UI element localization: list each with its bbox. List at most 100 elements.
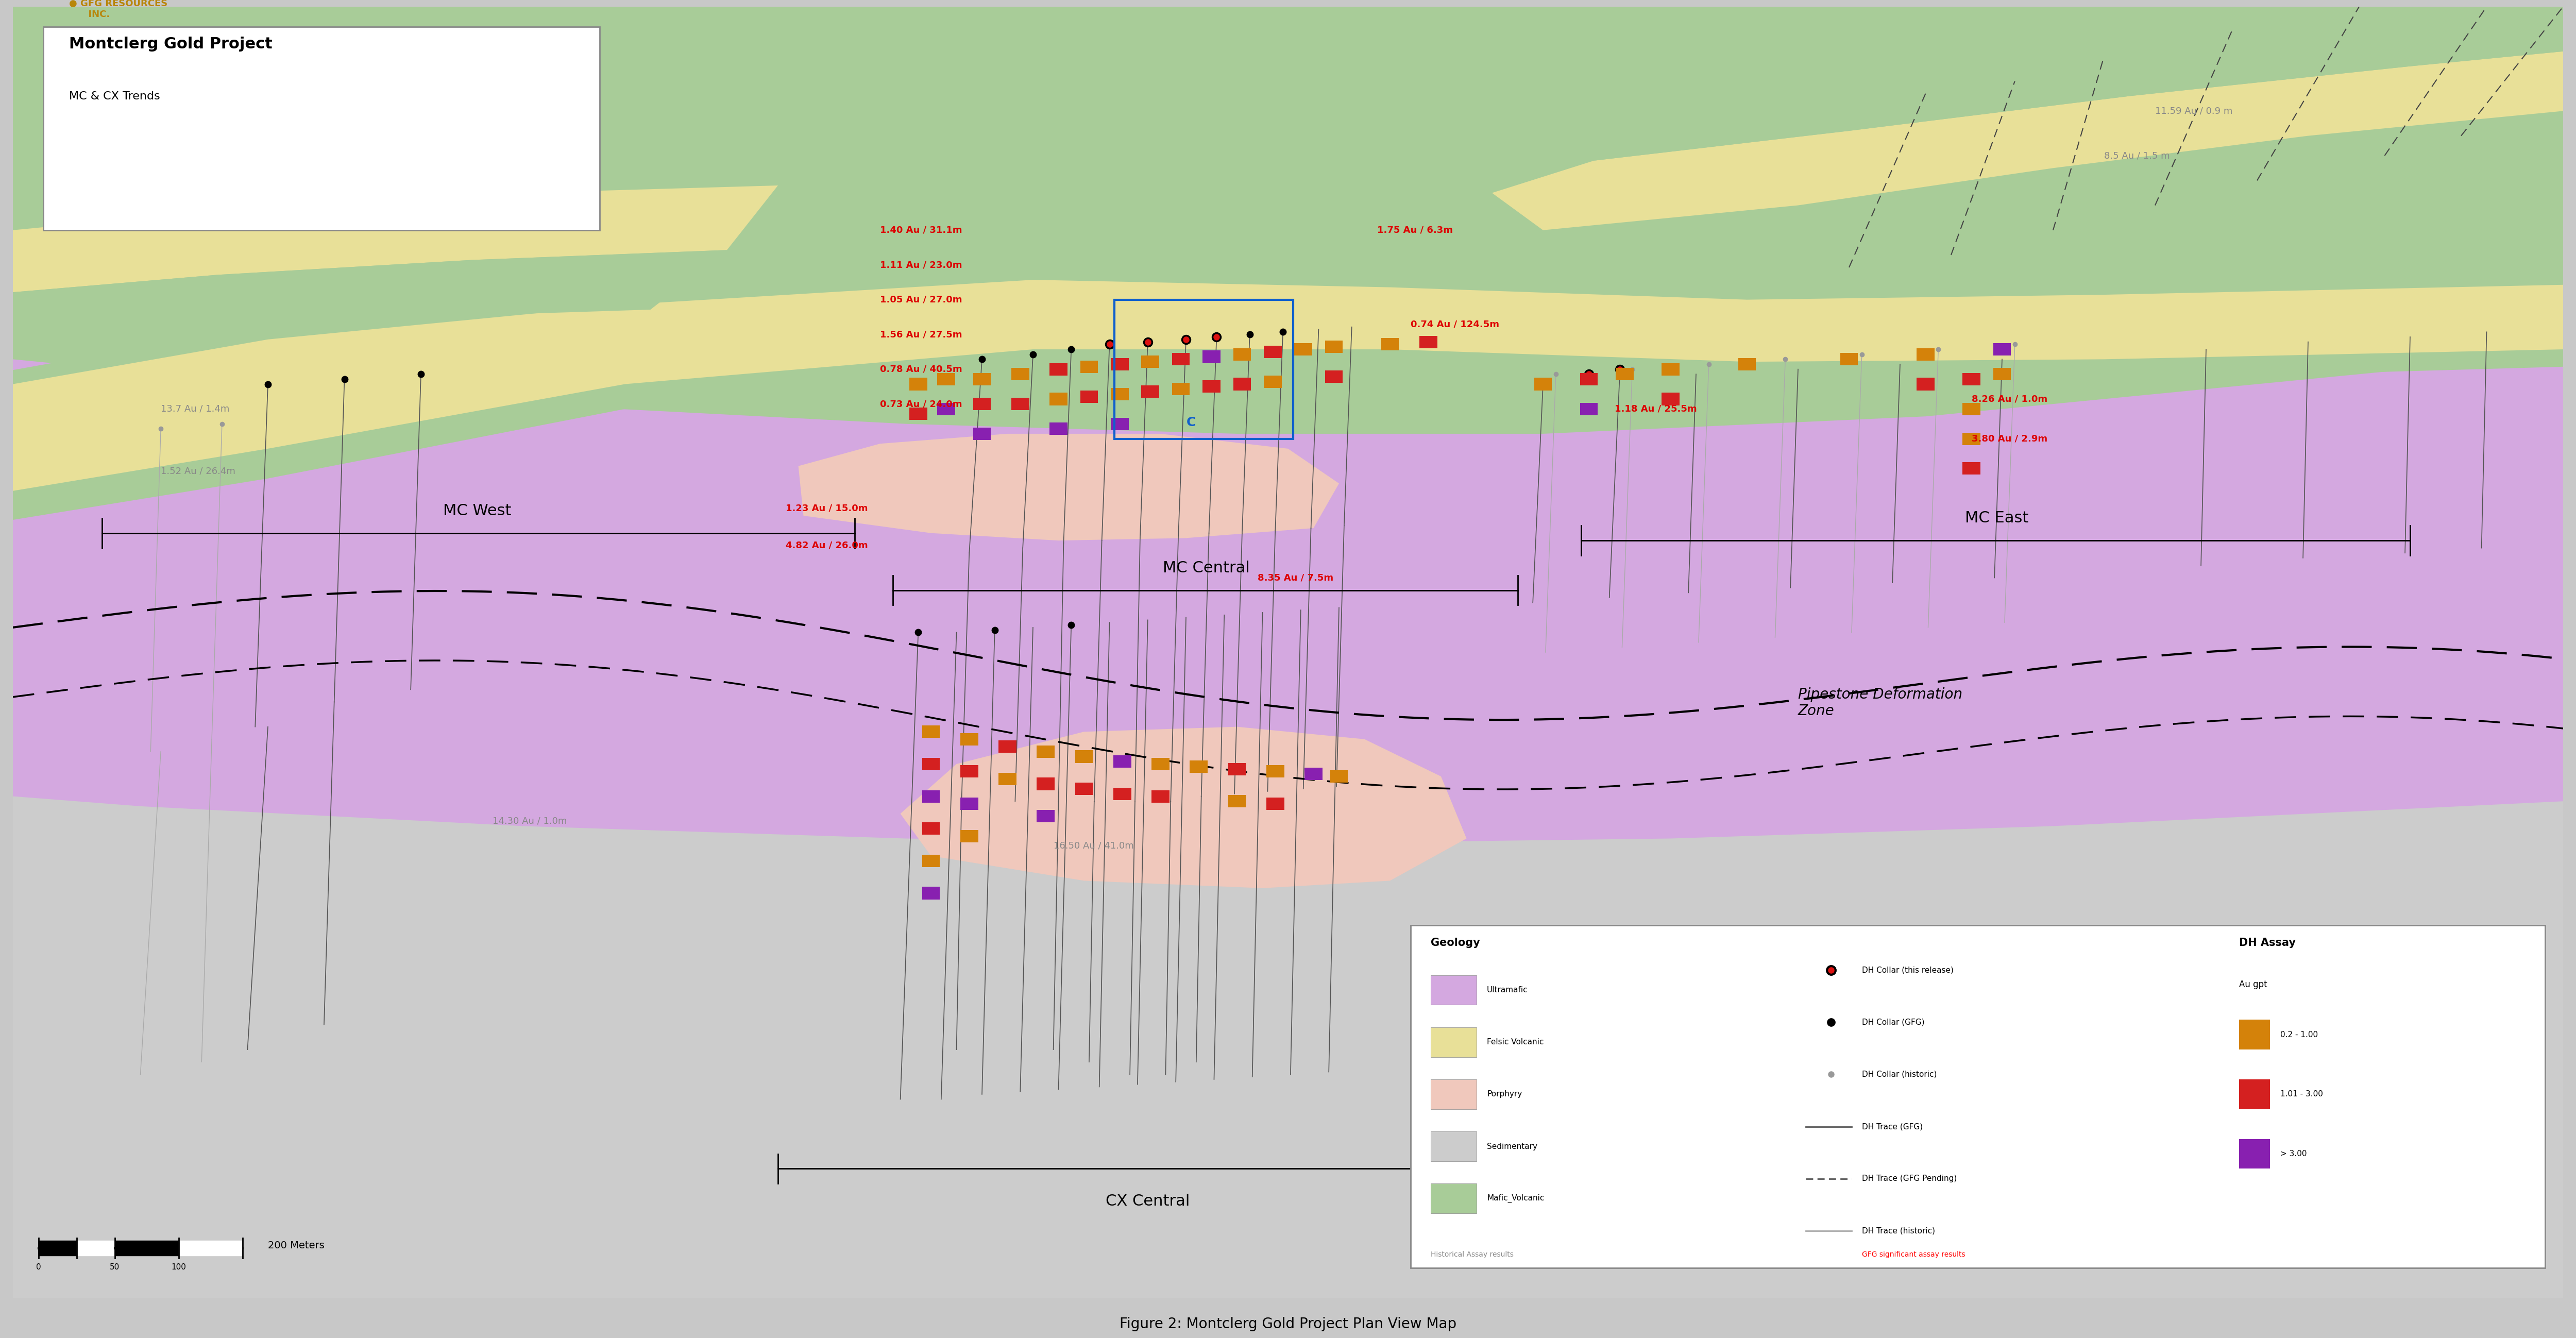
Bar	[1267, 797, 1285, 809]
Text: MC East: MC East	[1965, 511, 2030, 526]
Bar	[1203, 380, 1221, 393]
Text: Pipestone Deformation
Zone: Pipestone Deformation Zone	[1798, 686, 1963, 719]
Text: ● GFG RESOURCES
      INC.: ● GFG RESOURCES INC.	[70, 0, 167, 19]
Bar	[1234, 348, 1252, 360]
Polygon shape	[1595, 12, 2563, 161]
Text: 1.01 - 3.00: 1.01 - 3.00	[2280, 1090, 2324, 1098]
Text: MC & CX Trends: MC & CX Trends	[70, 91, 160, 102]
Bar	[1151, 757, 1170, 771]
Text: 1.40 Au / 31.1m: 1.40 Au / 31.1m	[881, 226, 963, 234]
Bar	[1381, 339, 1399, 351]
Bar	[1141, 385, 1159, 397]
Bar	[938, 403, 956, 415]
Bar	[1430, 1028, 1476, 1057]
Text: DH Trace (GFG): DH Trace (GFG)	[1862, 1123, 1922, 1131]
Bar	[1293, 343, 1311, 356]
Bar	[1151, 789, 1170, 803]
Polygon shape	[799, 434, 1340, 541]
Bar	[1412, 926, 2545, 1268]
Bar	[1963, 403, 1981, 415]
Bar	[1579, 373, 1597, 385]
Bar	[1036, 745, 1054, 757]
Bar	[1036, 777, 1054, 789]
Text: Porphyry: Porphyry	[1486, 1090, 1522, 1098]
Bar	[1430, 1080, 1476, 1109]
Text: 8.5 Au / 1.5 m: 8.5 Au / 1.5 m	[2105, 151, 2169, 161]
Bar	[1079, 391, 1097, 403]
Text: 8.26 Au / 1.0m: 8.26 Au / 1.0m	[1971, 395, 2048, 404]
Bar	[1917, 348, 1935, 360]
Text: 16.50 Au / 41.0m: 16.50 Au / 41.0m	[1054, 842, 1133, 851]
Text: Montclerg Gold Project: Montclerg Gold Project	[70, 36, 273, 51]
Text: 0.2 - 1.00: 0.2 - 1.00	[2280, 1030, 2318, 1038]
Bar	[1110, 359, 1128, 371]
Bar	[922, 855, 940, 867]
Bar	[1265, 345, 1283, 359]
Bar	[961, 733, 979, 745]
Text: CX Central: CX Central	[1105, 1193, 1190, 1208]
Text: 4.82 Au / 26.0m: 4.82 Au / 26.0m	[786, 541, 868, 550]
Bar	[1115, 300, 1293, 439]
Text: DH Collar (historic): DH Collar (historic)	[1862, 1070, 1937, 1078]
Bar	[1839, 353, 1857, 365]
Text: DH Collar (GFG): DH Collar (GFG)	[1862, 1018, 1924, 1026]
Bar	[44, 27, 600, 230]
Polygon shape	[1492, 51, 2563, 230]
Polygon shape	[13, 7, 778, 230]
Bar	[1994, 343, 2012, 356]
Bar	[961, 765, 979, 777]
Text: 1.75 Au / 6.3m: 1.75 Au / 6.3m	[1378, 226, 1453, 234]
Bar	[909, 408, 927, 420]
Bar	[999, 740, 1018, 753]
Bar	[1430, 1132, 1476, 1161]
Bar	[1203, 351, 1221, 363]
Bar	[1267, 765, 1285, 777]
Text: Felsic Volcanic: Felsic Volcanic	[1486, 1038, 1543, 1046]
Bar	[1535, 377, 1551, 391]
Bar	[1113, 756, 1131, 768]
Text: Historical Assay results: Historical Assay results	[1430, 1251, 1515, 1258]
Bar	[961, 797, 979, 809]
Text: Au gpt: Au gpt	[2239, 979, 2267, 989]
Polygon shape	[13, 7, 829, 677]
Text: > 3.00: > 3.00	[2280, 1149, 2306, 1157]
Text: MC West: MC West	[443, 503, 510, 518]
Bar	[1048, 363, 1066, 376]
Bar	[1229, 763, 1247, 775]
Bar	[2239, 1080, 2269, 1109]
Bar	[1074, 751, 1092, 763]
Bar	[1579, 403, 1597, 415]
Text: 11.59 Au / 0.9 m: 11.59 Au / 0.9 m	[2156, 106, 2233, 115]
Bar	[974, 397, 992, 411]
Text: DH Assay: DH Assay	[2239, 938, 2295, 949]
Text: Figure 2: Montclerg Gold Project Plan View Map: Figure 2: Montclerg Gold Project Plan Vi…	[1121, 1317, 1455, 1331]
Text: Sedimentary: Sedimentary	[1486, 1143, 1538, 1151]
Text: 1.11 Au / 23.0m: 1.11 Au / 23.0m	[881, 261, 963, 269]
Bar	[922, 757, 940, 771]
Text: 1.05 Au / 27.0m: 1.05 Au / 27.0m	[881, 296, 963, 304]
Text: 0.74 Au / 124.5m: 0.74 Au / 124.5m	[1412, 320, 1499, 329]
Bar	[999, 773, 1018, 785]
Bar	[1303, 768, 1321, 780]
Text: 50: 50	[111, 1263, 121, 1271]
Bar	[2239, 1139, 2269, 1169]
Bar	[1662, 393, 1680, 405]
Text: 0: 0	[36, 1263, 41, 1271]
Bar	[1963, 432, 1981, 446]
Bar	[1079, 360, 1097, 373]
Polygon shape	[0, 256, 2563, 529]
Polygon shape	[902, 727, 1466, 888]
Bar	[922, 789, 940, 803]
Text: 8.35 Au / 7.5m: 8.35 Au / 7.5m	[1257, 573, 1334, 582]
Bar	[922, 823, 940, 835]
Text: Mafic_Volcanic: Mafic_Volcanic	[1486, 1195, 1543, 1203]
Text: 0.78 Au / 40.5m: 0.78 Au / 40.5m	[881, 364, 963, 373]
Bar	[1662, 363, 1680, 376]
Bar	[938, 373, 956, 385]
Bar	[1229, 795, 1247, 807]
Polygon shape	[1288, 7, 2563, 230]
Bar	[2239, 1020, 2269, 1049]
Bar	[1265, 376, 1283, 388]
Bar	[1419, 336, 1437, 348]
Bar	[1324, 371, 1342, 383]
